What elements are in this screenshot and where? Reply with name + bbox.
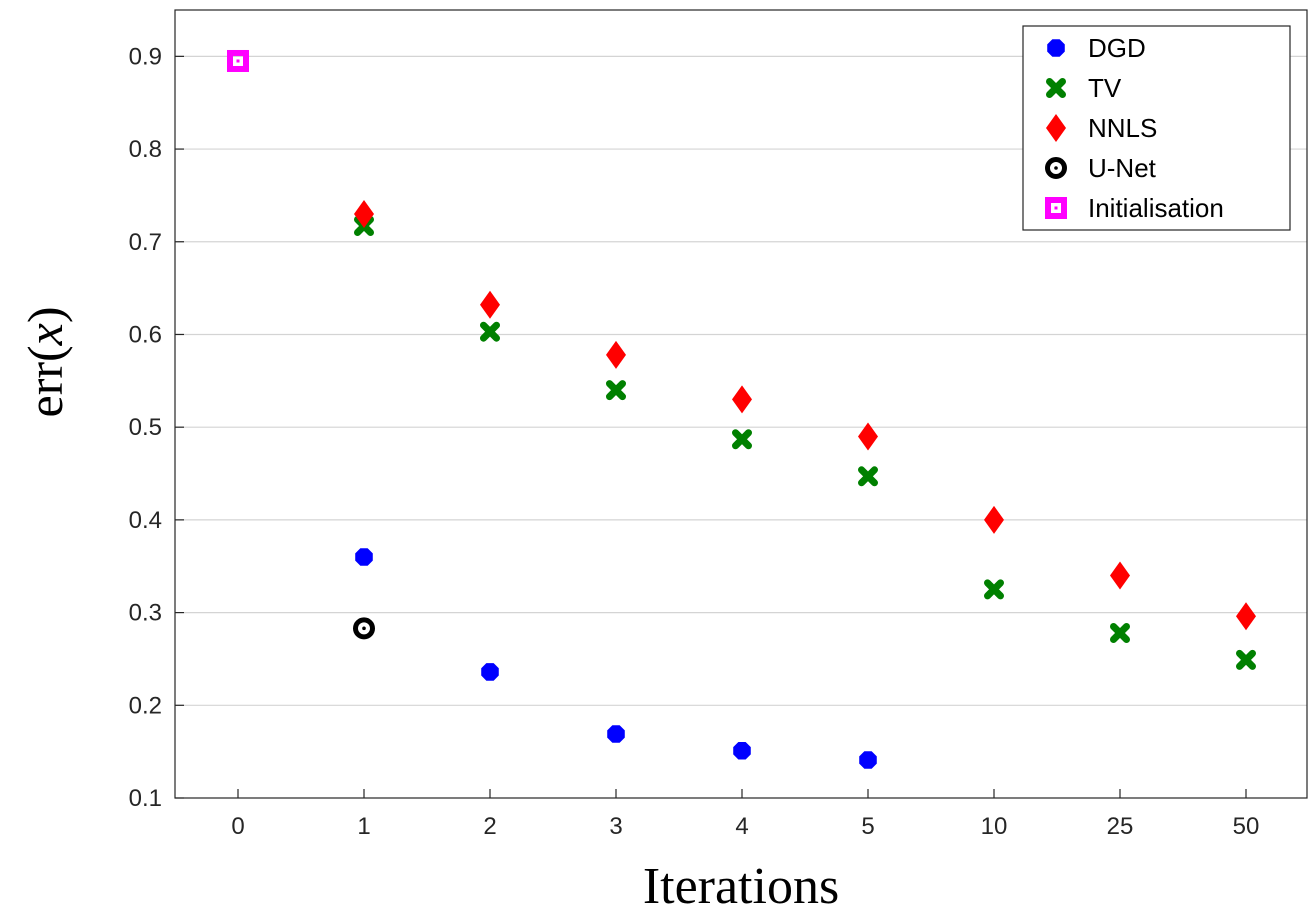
data-point-nnls (732, 385, 752, 414)
y-tick-label: 0.6 (129, 321, 162, 348)
plot-area-frame (174, 9, 1308, 799)
x-axis-title: Iterations (643, 858, 839, 914)
legend-item-nnls: NNLS (1046, 113, 1157, 143)
y-tick-label: 0.7 (129, 229, 162, 256)
x-tick-label: 4 (735, 813, 748, 840)
x-tick-label: 3 (609, 813, 622, 840)
x-tick-label: 0 (231, 813, 244, 840)
data-point-nnls (858, 422, 878, 451)
data-point-u-net (353, 617, 375, 640)
y-tick-label: 0.8 (129, 136, 162, 163)
data-point-tv (732, 429, 752, 450)
legend-item-dgd: DGD (1047, 33, 1146, 63)
x-tick-label: 50 (1233, 813, 1260, 840)
legend-item-u-net: U-Net (1045, 153, 1157, 183)
y-tick-label: 0.3 (129, 600, 162, 627)
svg-text:err(x): err(x) (17, 306, 73, 417)
data-point-tv (1236, 649, 1256, 670)
data-point-tv (858, 466, 878, 487)
x-axis: 0 1 2 3 4 5 10 25 50 (231, 789, 1259, 840)
x-tick-label: 1 (357, 813, 370, 840)
data-point-dgd (859, 751, 877, 769)
y-tick-label: 0.1 (129, 785, 162, 812)
legend-item-initialisation: Initialisation (1045, 193, 1224, 223)
x-tick-label: 2 (483, 813, 496, 840)
x-tick-label: 25 (1107, 813, 1134, 840)
data-point-dgd (733, 741, 751, 760)
legend-label-tv: TV (1088, 73, 1122, 103)
legend-box (1022, 25, 1291, 231)
y-tick-label: 0.5 (129, 414, 162, 441)
y-axis: 0.1 0.2 0.3 0.4 0.5 0.6 0.7 0.8 0.9 (129, 43, 184, 812)
data-points (227, 49, 1256, 769)
legend-marker-dgd (1047, 39, 1065, 57)
data-point-nnls (1236, 602, 1256, 631)
x-tick-label: 10 (981, 813, 1008, 840)
y-axis-title-function: err (17, 362, 73, 418)
y-tick-label: 0.4 (129, 507, 162, 534)
data-point-nnls (606, 340, 626, 369)
data-point-tv (984, 579, 1004, 600)
data-point-dgd (355, 548, 373, 566)
legend-marker-u-net (1045, 157, 1067, 179)
grid (175, 55, 1307, 706)
data-point-tv (1110, 622, 1130, 643)
data-point-nnls (1110, 561, 1130, 590)
data-point-nnls (480, 290, 500, 319)
legend-marker-nnls (1046, 114, 1066, 142)
legend-label-nnls: NNLS (1088, 113, 1157, 143)
legend-marker-tv (1046, 78, 1066, 98)
legend-label-dgd: DGD (1088, 33, 1146, 63)
y-axis-title-variable: x (17, 323, 73, 346)
x-tick-label: 5 (861, 813, 874, 840)
y-axis-title: err(x) (17, 306, 73, 417)
data-point-initialisation (227, 49, 249, 72)
data-point-nnls (354, 199, 374, 228)
legend-item-tv: TV (1046, 73, 1122, 103)
legend-marker-initialisation (1045, 197, 1067, 219)
data-point-tv (480, 321, 500, 342)
data-point-dgd (607, 725, 625, 743)
data-point-dgd (481, 663, 499, 681)
data-point-tv (606, 380, 626, 401)
y-axis-title-open-paren: ( (17, 345, 73, 362)
y-tick-label: 0.9 (129, 43, 162, 70)
y-axis-title-close-paren: ) (17, 306, 73, 323)
legend-label-u-net: U-Net (1088, 153, 1157, 183)
data-point-nnls (984, 505, 1004, 534)
legend: DGD TV NNLS U-Net Initialisation (1022, 25, 1291, 231)
y-tick-label: 0.2 (129, 692, 162, 719)
legend-label-initialisation: Initialisation (1088, 193, 1224, 223)
